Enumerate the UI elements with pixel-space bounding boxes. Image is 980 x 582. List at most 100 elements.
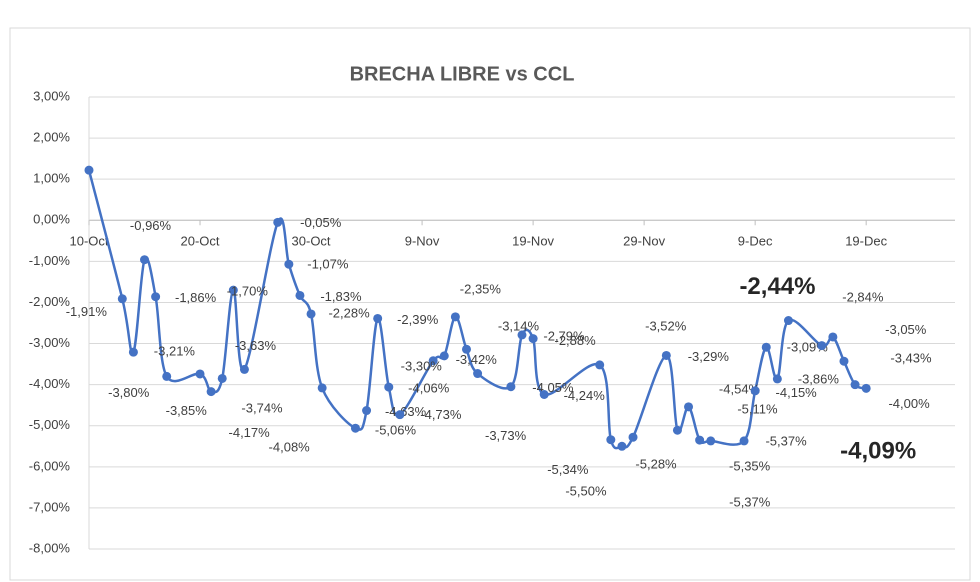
data-label: -3,42% [456, 352, 498, 367]
y-tick-label: -4,00% [29, 376, 71, 391]
data-label: -4,63% [385, 404, 427, 419]
data-point [828, 332, 838, 342]
data-label: -5,37% [729, 494, 771, 509]
data-point [317, 383, 327, 393]
data-point [384, 382, 394, 392]
data-point [217, 373, 227, 383]
data-label: -4,54% [719, 381, 761, 396]
y-tick-label: 2,00% [33, 130, 70, 145]
y-tick-label: 1,00% [33, 171, 70, 186]
data-point [750, 386, 760, 396]
data-point [695, 435, 705, 445]
data-label: -5,50% [565, 484, 607, 499]
x-tick-label: 20-Oct [181, 234, 220, 249]
data-label: -5,34% [547, 462, 589, 477]
data-point [706, 436, 716, 446]
data-label: -4,08% [269, 439, 311, 454]
data-point [739, 436, 749, 446]
data-label: -4,17% [229, 425, 271, 440]
data-label: -3,21% [154, 344, 196, 359]
data-point [373, 313, 383, 323]
data-label: -5,37% [765, 433, 807, 448]
data-label: -3,14% [498, 319, 540, 334]
data-point [206, 387, 216, 397]
data-point [672, 425, 682, 435]
x-tick-label: 19-Nov [512, 234, 554, 249]
data-point [861, 383, 871, 393]
y-tick-label: -6,00% [29, 458, 71, 473]
data-point [506, 382, 516, 392]
data-point [839, 356, 849, 366]
data-point [595, 360, 605, 370]
data-point [284, 259, 294, 269]
y-tick-label: 0,00% [33, 212, 70, 227]
data-label: -0,96% [130, 218, 172, 233]
data-label: -4,15% [776, 385, 818, 400]
data-point [306, 309, 316, 319]
y-tick-label: -1,00% [29, 253, 71, 268]
data-label: -3,52% [645, 318, 687, 333]
data-point [783, 316, 793, 326]
data-label: -3,85% [166, 403, 208, 418]
y-tick-label: -3,00% [29, 335, 71, 350]
x-tick-label: 19-Dec [845, 234, 887, 249]
data-point [817, 341, 827, 351]
y-tick-label: 3,00% [33, 88, 70, 103]
data-point [473, 369, 483, 379]
y-tick-label: -2,00% [29, 294, 71, 309]
data-point [528, 334, 538, 344]
data-label: -3,30% [401, 358, 443, 373]
data-label: -4,06% [408, 381, 450, 396]
data-label: -3,80% [108, 385, 150, 400]
data-label: -4,09% [840, 438, 916, 465]
chart-frame [9, 27, 971, 581]
data-point [295, 290, 305, 300]
data-label: -3,05% [885, 322, 927, 337]
data-label: -3,29% [688, 349, 730, 364]
data-point [350, 423, 360, 433]
data-point [850, 380, 860, 390]
data-label: -1,07% [307, 257, 349, 272]
data-label: -5,35% [729, 459, 771, 474]
data-label: -3,43% [890, 351, 932, 366]
data-point [395, 410, 405, 420]
data-point [461, 344, 471, 354]
x-tick-label: 30-Oct [292, 234, 331, 249]
data-point [772, 374, 782, 384]
data-point [517, 330, 527, 340]
data-label: -2,79% [543, 328, 585, 343]
data-label: -2,84% [842, 289, 884, 304]
data-label: -5,06% [375, 423, 417, 438]
data-label: -5,11% [737, 402, 778, 417]
x-tick-label: 9-Nov [405, 234, 440, 249]
data-label: -2,39% [397, 312, 439, 327]
data-label: -4,24% [564, 388, 606, 403]
data-label: -0,05% [300, 215, 342, 230]
data-point [273, 217, 283, 227]
data-point [450, 312, 460, 322]
data-point [128, 347, 138, 357]
data-label: -2,28% [328, 305, 370, 320]
data-point [228, 285, 238, 295]
data-point [761, 342, 771, 352]
x-tick-label: 10-Oct [69, 234, 108, 249]
data-label: -1,83% [320, 289, 362, 304]
x-tick-label: 9-Dec [738, 234, 773, 249]
data-point [362, 406, 372, 416]
data-label: -3,74% [241, 400, 283, 415]
y-tick-label: -8,00% [29, 540, 71, 555]
data-point [661, 350, 671, 360]
x-tick-label: 29-Nov [623, 234, 665, 249]
data-label: -2,88% [555, 333, 597, 348]
data-label: -1,86% [175, 290, 217, 305]
data-point [140, 255, 150, 265]
data-point [162, 371, 172, 381]
data-point [151, 292, 161, 302]
y-tick-label: -5,00% [29, 417, 71, 432]
data-label: -3,86% [798, 371, 840, 386]
data-point [117, 294, 127, 304]
data-point [539, 389, 549, 399]
data-label: -1,70% [227, 284, 269, 299]
